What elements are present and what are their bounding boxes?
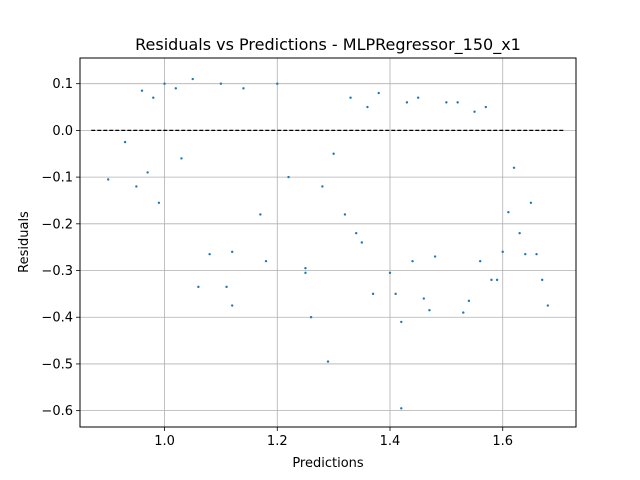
y-tick-label: −0.3 xyxy=(41,264,73,279)
y-axis-ticks: 0.1 0.0 −0.1 −0.2 −0.3 −0.4 −0.5 −0.6 xyxy=(41,77,80,419)
x-axis-ticks: 1.0 1.2 1.4 1.6 xyxy=(154,427,513,449)
data-point xyxy=(473,110,476,113)
y-tick-label: −0.5 xyxy=(41,357,73,372)
data-point xyxy=(433,255,437,258)
data-point xyxy=(495,278,499,282)
data-point xyxy=(422,297,426,300)
data-point xyxy=(264,259,268,263)
data-point xyxy=(123,140,127,144)
data-point xyxy=(146,171,149,174)
data-point xyxy=(400,407,403,410)
data-point xyxy=(405,101,409,104)
x-tick-label: 1.6 xyxy=(492,434,513,449)
data-point xyxy=(309,316,313,319)
data-point xyxy=(456,101,459,104)
x-axis-label: Predictions xyxy=(292,456,364,471)
data-point xyxy=(180,157,183,160)
y-tick-label: 0.1 xyxy=(52,77,73,92)
data-point xyxy=(276,82,279,85)
data-point xyxy=(343,213,347,216)
x-tick-label: 1.0 xyxy=(154,434,175,449)
data-point xyxy=(428,309,431,312)
plot-frame xyxy=(79,57,577,428)
data-point xyxy=(535,252,538,256)
data-point xyxy=(507,210,510,214)
data-point xyxy=(208,252,211,256)
data-point xyxy=(546,304,550,307)
data-point xyxy=(219,82,223,85)
x-tick-label: 1.2 xyxy=(267,434,288,449)
data-point xyxy=(400,320,403,324)
data-point xyxy=(242,87,245,90)
data-point xyxy=(332,152,335,155)
data-point xyxy=(366,105,369,109)
data-point xyxy=(518,231,521,235)
x-tick-label: 1.4 xyxy=(380,434,401,449)
data-point xyxy=(135,185,138,188)
data-point xyxy=(501,250,504,254)
y-tick-label: −0.1 xyxy=(41,171,73,186)
y-tick-label: −0.6 xyxy=(41,404,73,419)
data-point xyxy=(287,175,290,179)
data-point xyxy=(467,299,471,303)
data-point xyxy=(174,87,178,90)
data-point xyxy=(152,96,155,99)
data-point xyxy=(349,96,352,99)
data-point xyxy=(140,89,144,92)
data-point xyxy=(197,285,200,289)
data-point xyxy=(490,278,493,282)
chart-title: Residuals vs Predictions - MLPRegressor_… xyxy=(135,35,521,55)
data-point xyxy=(304,266,307,270)
data-point xyxy=(354,231,358,235)
data-point xyxy=(157,201,161,204)
data-point xyxy=(416,96,420,99)
data-point xyxy=(462,311,465,314)
y-tick-label: −0.4 xyxy=(41,311,73,326)
data-point xyxy=(540,278,544,282)
data-point xyxy=(377,91,380,95)
data-point xyxy=(360,241,364,244)
data-point xyxy=(191,77,194,81)
data-point xyxy=(230,250,234,254)
data-point xyxy=(230,304,234,307)
data-point xyxy=(259,213,262,216)
data-point xyxy=(484,105,488,109)
data-point xyxy=(388,271,392,275)
y-axis-label: Residuals xyxy=(17,211,32,273)
data-point xyxy=(524,252,527,256)
data-point xyxy=(321,185,324,188)
data-point xyxy=(326,360,330,363)
data-point xyxy=(225,285,228,289)
data-point xyxy=(478,259,482,263)
y-tick-label: −0.2 xyxy=(41,217,73,232)
data-points xyxy=(106,77,550,410)
data-point xyxy=(371,292,375,296)
data-point xyxy=(106,178,110,181)
data-point xyxy=(529,201,533,204)
data-point xyxy=(394,292,397,296)
data-point xyxy=(163,82,166,85)
data-point xyxy=(304,271,307,275)
data-point xyxy=(445,101,448,104)
data-point xyxy=(512,166,516,169)
data-point xyxy=(411,259,414,263)
y-tick-label: 0.0 xyxy=(52,124,73,139)
